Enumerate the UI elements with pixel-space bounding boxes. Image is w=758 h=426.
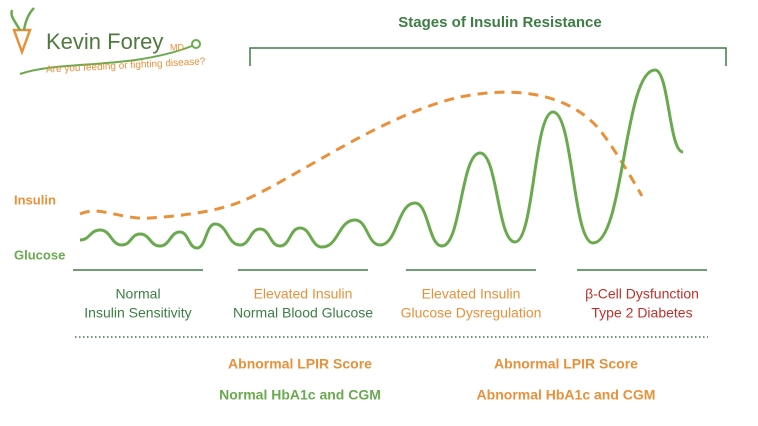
logo: Kevin Forey MD Are you feeding or fighti… [10, 7, 206, 76]
stage-label: Insulin Sensitivity [84, 305, 191, 321]
marker-label: Abnormal LPIR Score [494, 356, 638, 372]
glucose-curve [79, 68, 684, 250]
insulin-curve [79, 90, 644, 220]
logo-tagline: Are you feeding or fighting disease? [46, 56, 206, 75]
marker-label: Abnormal HbA1c and CGM [477, 387, 656, 403]
marker-label: Abnormal LPIR Score [228, 356, 372, 372]
stage-label: Elevated Insulin [422, 286, 521, 302]
logo-suffix: MD [170, 42, 184, 52]
insulin-label: Insulin [14, 192, 56, 207]
logo-dot [191, 39, 201, 49]
title: Stages of Insulin Resistance [398, 14, 601, 31]
carrot-icon [12, 28, 32, 56]
logo-swoosh [19, 45, 193, 75]
stage-label: Type 2 Diabetes [591, 305, 692, 321]
stage-label: Normal Blood Glucose [233, 305, 373, 321]
bracket [249, 47, 727, 66]
logo-name: Kevin Forey [46, 29, 163, 54]
glucose-label: Glucose [14, 247, 65, 262]
stage-label: β-Cell Dysfunction [585, 286, 699, 302]
stage-label: Elevated Insulin [254, 286, 353, 302]
marker-label: Normal HbA1c and CGM [219, 387, 381, 403]
stage-label: Glucose Dysregulation [401, 305, 542, 321]
carrot-leaves [10, 7, 35, 31]
stage-label: Normal [115, 286, 160, 302]
